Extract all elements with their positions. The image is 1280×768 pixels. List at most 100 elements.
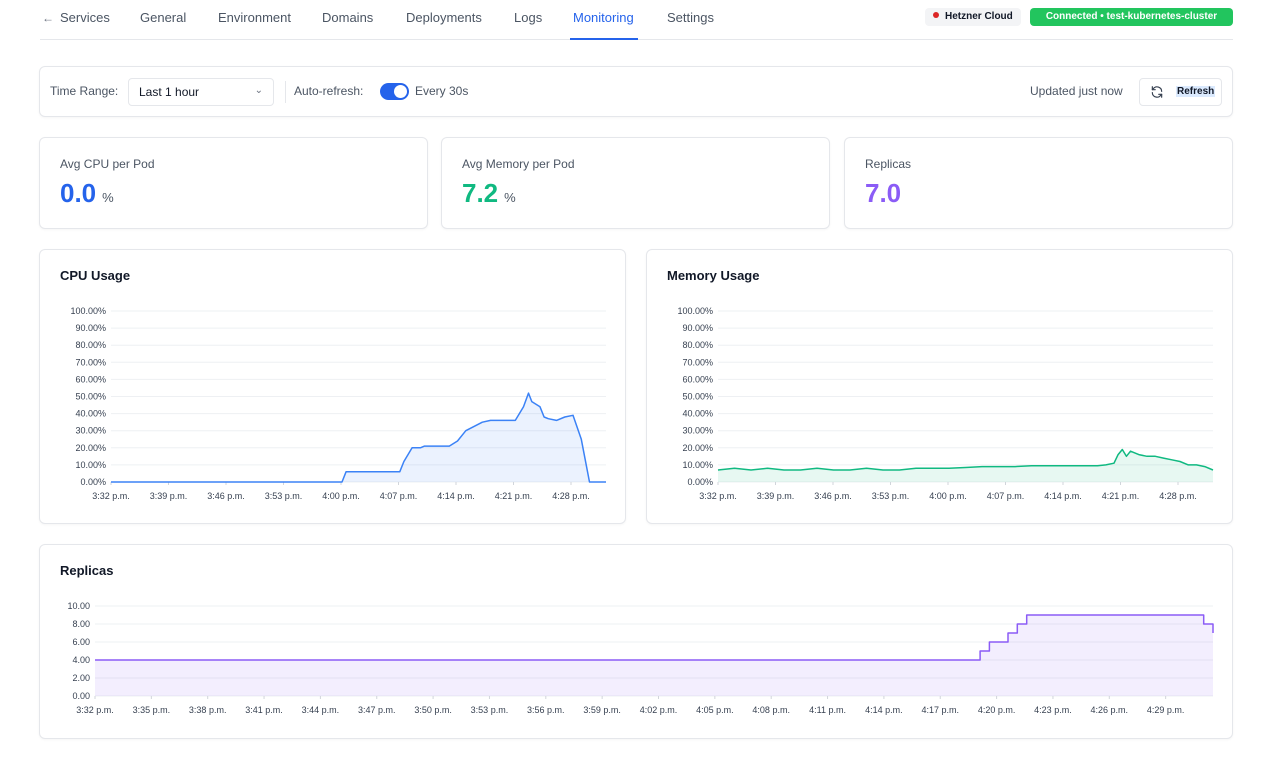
top-nav: ← Services General Environment Domains De…: [40, 0, 1233, 40]
y-tick-label: 60.00%: [682, 374, 713, 384]
x-tick-label: 4:00 p.m.: [929, 491, 967, 501]
series-line: [95, 614, 1214, 661]
x-tick-label: 4:02 p.m.: [640, 705, 678, 715]
stat-label: Replicas: [865, 157, 912, 171]
y-tick-label: 40.00%: [75, 409, 106, 419]
y-tick-label: 0.00: [72, 691, 90, 701]
y-tick-label: 70.00%: [682, 357, 713, 367]
y-tick-label: 20.00%: [75, 443, 106, 453]
y-tick-label: 50.00%: [682, 392, 713, 402]
y-tick-label: 100.00%: [677, 306, 713, 316]
x-tick-label: 3:53 p.m.: [265, 491, 303, 501]
x-tick-label: 3:32 p.m.: [92, 491, 130, 501]
refresh-icon: [1151, 86, 1163, 98]
cpu-value: 0.0: [60, 178, 97, 208]
x-tick-label: 3:47 p.m.: [358, 705, 396, 715]
status-dot-icon: [933, 12, 939, 19]
series-area: [95, 615, 1213, 696]
cpu-usage-chart: 0.00% 10.00% 20.00% 30.00% 40.00% 50.00% 60.00…: [70, 306, 606, 501]
x-tick-label: 3:32 p.m.: [699, 491, 737, 501]
updated-status: Updated just now: [1030, 84, 1123, 98]
nav-item-services[interactable]: ← Services: [42, 10, 110, 25]
x-tick-label: 4:23 p.m.: [1034, 705, 1072, 715]
nav-item-domains[interactable]: Domains: [322, 10, 374, 25]
nav-item-general[interactable]: General: [140, 10, 187, 25]
x-tick-label: 4:26 p.m.: [1091, 705, 1129, 715]
x-tick-label: 3:32 p.m.: [76, 705, 114, 715]
x-tick-label: 3:39 p.m.: [757, 491, 795, 501]
x-tick-label: 3:46 p.m.: [814, 491, 852, 501]
chart-title: Memory Usage: [667, 268, 760, 283]
y-tick-label: 50.00%: [75, 392, 106, 402]
auto-refresh-label: Auto-refresh:: [294, 84, 364, 98]
auto-refresh-toggle[interactable]: [380, 83, 409, 100]
x-tick-label: 4:11 p.m.: [809, 705, 846, 715]
nav-item-deployments[interactable]: Deployments: [406, 10, 482, 25]
stat-card-cpu: Avg CPU per Pod 0.0%: [39, 137, 428, 229]
replicas-chart: 0.00 2.00 4.00 6.00 8.00 10.00 3:32 p.m. 3:35 p…: [67, 601, 1214, 715]
time-range-select[interactable]: Last 1 hour ⌄: [128, 78, 274, 106]
x-tick-label: 4:00 p.m.: [322, 491, 360, 501]
nav-item-environment[interactable]: Environment: [218, 10, 291, 25]
memory-usage-chart: 0.00% 10.00% 20.00% 30.00% 40.00% 50.00% 60.00…: [677, 306, 1214, 501]
y-tick-label: 100.00%: [70, 306, 106, 316]
x-tick-label: 3:39 p.m.: [150, 491, 188, 501]
x-tick-label: 3:44 p.m.: [302, 705, 340, 715]
cpu-usage-card: CPU Usage 0.00% 10.00% 20.00% 30.00% 40.00% 5…: [39, 249, 626, 524]
refresh-interval: Every 30s: [415, 84, 469, 98]
stat-unit: %: [102, 190, 114, 205]
refresh-button[interactable]: Refresh: [1139, 78, 1222, 106]
replicas-value: 7.0: [865, 178, 902, 208]
y-tick-label: 6.00: [72, 637, 90, 647]
series-area: [718, 449, 1213, 482]
stat-label: Avg Memory per Pod: [462, 157, 575, 171]
x-tick-label: 3:59 p.m.: [583, 705, 621, 715]
y-tick-label: 90.00%: [75, 323, 106, 333]
chevron-down-icon: ⌄: [254, 85, 263, 96]
x-tick-label: 4:17 p.m.: [921, 705, 959, 715]
time-range-label: Time Range:: [50, 84, 119, 98]
y-tick-label: 80.00%: [682, 340, 713, 350]
x-tick-label: 3:53 p.m.: [872, 491, 910, 501]
x-tick-label: 3:53 p.m.: [471, 705, 509, 715]
provider-badge: Hetzner Cloud: [925, 8, 1021, 26]
y-tick-label: 80.00%: [75, 340, 106, 350]
x-tick-label: 3:38 p.m.: [189, 705, 227, 715]
y-tick-label: 40.00%: [682, 409, 713, 419]
nav-item-logs[interactable]: Logs: [514, 10, 543, 25]
x-tick-label: 4:20 p.m.: [978, 705, 1016, 715]
stat-value: 0.0%: [60, 178, 114, 209]
stat-value: 7.2%: [462, 178, 516, 209]
nav-item-settings[interactable]: Settings: [667, 10, 714, 25]
chart-title: CPU Usage: [60, 268, 131, 283]
y-tick-label: 0.00%: [80, 477, 106, 487]
connection-status-badge: Connected • test-kubernetes-cluster: [1030, 8, 1233, 26]
x-tick-label: 4:08 p.m.: [752, 705, 790, 715]
series-line: [717, 448, 1214, 471]
x-tick-label: 4:28 p.m.: [552, 491, 590, 501]
nav-item-monitoring[interactable]: Monitoring: [573, 10, 634, 25]
y-tick-label: 0.00%: [687, 477, 713, 487]
x-tick-label: 3:56 p.m.: [527, 705, 565, 715]
x-tick-label: 4:14 p.m.: [865, 705, 903, 715]
x-tick-label: 4:07 p.m.: [987, 491, 1025, 501]
x-tick-label: 4:14 p.m.: [437, 491, 475, 501]
x-tick-label: 4:29 p.m.: [1147, 705, 1185, 715]
series-line: [111, 392, 606, 483]
x-tick-label: 4:21 p.m.: [495, 491, 533, 501]
time-range-value: Last 1 hour: [139, 85, 200, 99]
x-tick-label: 3:46 p.m.: [207, 491, 245, 501]
stat-card-memory: Avg Memory per Pod 7.2%: [441, 137, 830, 229]
y-tick-label: 10.00%: [75, 460, 106, 470]
y-tick-label: 10.00: [67, 601, 90, 611]
series-area: [111, 393, 606, 482]
toggle-knob: [394, 85, 407, 98]
x-tick-label: 4:05 p.m.: [696, 705, 734, 715]
memory-value: 7.2: [462, 178, 499, 208]
y-tick-label: 30.00%: [75, 426, 106, 436]
x-tick-label: 4:21 p.m.: [1102, 491, 1140, 501]
y-tick-label: 20.00%: [682, 443, 713, 453]
provider-name: Hetzner Cloud: [945, 11, 1013, 22]
memory-usage-card: Memory Usage 0.00% 10.00% 20.00% 30.00% 40.0…: [646, 249, 1233, 524]
y-tick-label: 4.00: [72, 655, 90, 665]
